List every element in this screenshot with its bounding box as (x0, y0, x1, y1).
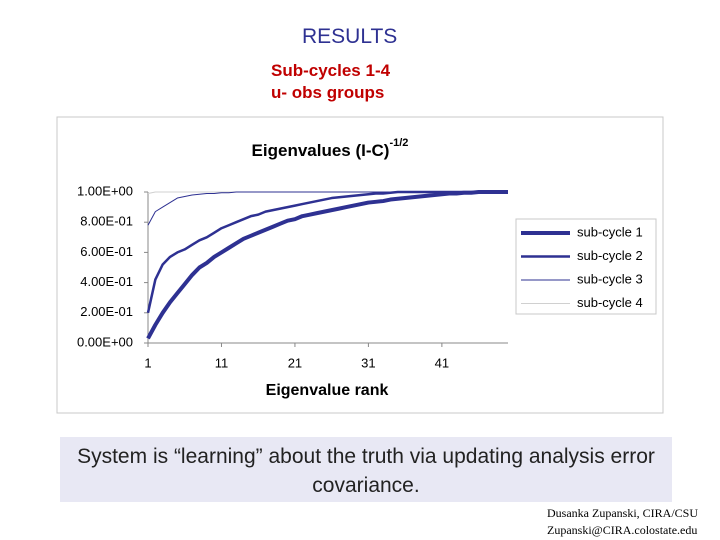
footer-line: Dusanka Zupanski, CIRA/CSU (547, 506, 698, 520)
y-tick-label: 2.00E-01 (80, 304, 133, 319)
y-tick-label: 4.00E-01 (80, 274, 133, 289)
x-tick-label: 41 (435, 355, 449, 370)
x-tick-label: 21 (288, 355, 302, 370)
y-tick-label: 8.00E-01 (80, 214, 133, 229)
y-tick-label: 0.00E+00 (77, 334, 133, 349)
subheading-line: Sub-cycles 1-4 (271, 61, 391, 80)
x-axis-label: Eigenvalue rank (266, 382, 389, 399)
legend-label: sub-cycle 1 (577, 224, 643, 239)
slide-heading: RESULTS (302, 25, 398, 48)
legend-label: sub-cycle 3 (577, 271, 643, 286)
title-text: Eigenvalues (I-C) (252, 141, 390, 160)
y-tick-label: 6.00E-01 (80, 244, 133, 259)
subheading-line: u- obs groups (271, 83, 385, 102)
footer: Dusanka Zupanski, CIRA/CSU Zupanski@CIRA… (547, 505, 698, 539)
caption: System is “learning” about the truth via… (60, 437, 672, 502)
x-tick-label: 31 (361, 355, 375, 370)
x-tick-label: 1 (144, 355, 151, 370)
title-superscript: -1/2 (389, 137, 408, 149)
x-tick-label: 11 (215, 355, 229, 370)
legend-label: sub-cycle 4 (577, 295, 643, 310)
chart: Eigenvalues (I-C)-1/2 Eigenvalue rank 0.… (56, 116, 664, 414)
subheading: Sub-cycles 1-4 u- obs groups (271, 60, 390, 104)
chart-title: Eigenvalues (I-C)-1/2 (252, 137, 409, 161)
legend-label: sub-cycle 2 (577, 248, 643, 263)
series-line (146, 190, 508, 340)
y-tick-label: 1.00E+00 (77, 183, 133, 198)
footer-line: Zupanski@CIRA.colostate.edu (547, 523, 698, 537)
